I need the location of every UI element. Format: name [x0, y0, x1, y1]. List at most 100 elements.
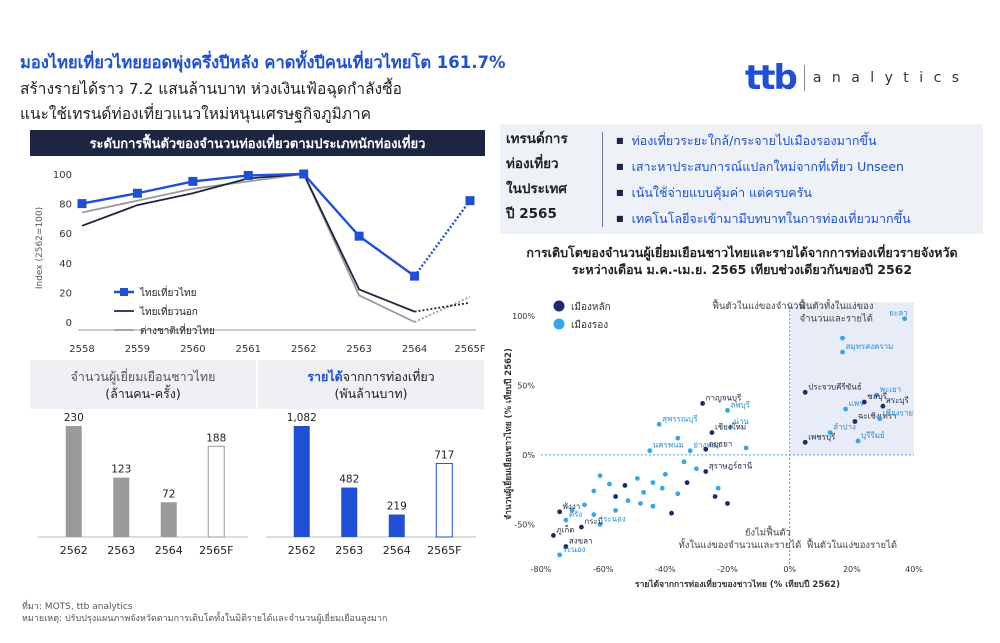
province-label: ลพบุรี — [731, 400, 751, 409]
revenue-panel-title: รายได้จากการท่องเที่ยว — [307, 368, 435, 384]
province-label: อยุธยา — [709, 439, 733, 448]
x-tick-label: 2565F — [454, 344, 485, 355]
province-label: สงขลา — [569, 537, 593, 546]
x-tick-label: -60% — [593, 565, 614, 574]
province-label: กาญจนบุรี — [706, 393, 742, 402]
trend-divider — [602, 132, 603, 227]
y-tick-label: 0% — [522, 451, 535, 460]
y-tick-label: 100 — [53, 170, 72, 181]
bar-value-label: 123 — [111, 464, 131, 476]
province-point — [597, 521, 603, 527]
province-point — [622, 483, 628, 488]
quadrant-label: ฟื้นตัวในแง่ของจำนวน — [712, 299, 806, 312]
legend-dot — [553, 318, 565, 330]
legend-marker — [120, 288, 128, 296]
province-point — [802, 439, 808, 445]
province-label: บุรีรีมย์ — [861, 430, 885, 440]
province-point — [675, 491, 681, 497]
province-point — [606, 481, 612, 487]
revenue-panel-unit: (พันล้านบาท) — [334, 385, 408, 401]
y-tick-label: 100% — [512, 312, 535, 321]
bar-category-label: 2564 — [155, 544, 183, 557]
province-point — [712, 494, 718, 499]
province-point — [725, 407, 730, 413]
province-point — [579, 524, 584, 530]
revenue-bar-chart: 1,082 2562 482 2563 219 2564 717 2565F — [266, 412, 476, 557]
legend-dot — [553, 300, 565, 312]
trend-item: ท่องเที่ยวระยะใกล้/กระจายไปเมืองรองมากขึ… — [616, 128, 911, 154]
bar-value-label: 188 — [206, 432, 226, 444]
province-point — [843, 406, 849, 412]
trend-label: เทรนด์การ ท่องเที่ยว ในประเทศ ปี 2565 — [506, 127, 598, 227]
bar — [435, 462, 453, 538]
x-tick-label: 0% — [783, 565, 796, 574]
province-label: นครพนม — [653, 441, 684, 450]
scatter-title: การเติบโตของจำนวนผู้เยี่ยมเยือนชาวไทยและ… — [497, 244, 987, 278]
province-point — [877, 416, 883, 422]
province-label: สมุทรสงคราม — [846, 342, 894, 351]
province-point — [902, 316, 908, 322]
ttb-analytics-logo: ttb a n a l y t i c s — [745, 58, 962, 98]
bar-value-label: 482 — [339, 474, 359, 486]
x-tick-label: 2561 — [236, 344, 261, 355]
province-label: สุพรรณบุรี — [662, 414, 698, 423]
province-scatter-chart: -50% 0% 50% 100% -80% -60% -40% -20% 0% 20% 40% ราย… — [501, 299, 923, 590]
revenue-panel-header: รายได้จากการท่องเที่ยว (พันล้านบาท) — [258, 360, 484, 409]
series-marker — [132, 188, 142, 198]
y-tick-label: -50% — [514, 520, 535, 529]
bar — [388, 514, 405, 537]
footnote: ที่มา: MOTS, ttb analytics หมายเหตุ: ปรั… — [22, 601, 387, 625]
province-point — [659, 485, 665, 491]
province-label: กระบี่ — [584, 515, 603, 526]
province-point — [613, 494, 618, 499]
bar — [160, 502, 177, 537]
province-point — [563, 544, 569, 549]
trend-list: ท่องเที่ยวระยะใกล้/กระจายไปเมืองรองมากขึ… — [616, 128, 911, 232]
province-point — [694, 466, 699, 472]
province-point — [687, 448, 693, 454]
bar-value-label: 219 — [387, 501, 407, 513]
province-point — [852, 419, 858, 424]
bar-value-label: 717 — [434, 449, 454, 461]
quadrant-label: ฟื้นตัวทั้งในแง่ของ — [799, 299, 874, 312]
province-point — [569, 508, 575, 513]
bar-category-label: 2562 — [288, 544, 316, 557]
series-marker — [465, 196, 475, 206]
visitors-bar-chart: 230 2562 123 2563 72 2564 188 2565F — [38, 412, 248, 557]
x-tick-label: 2560 — [180, 344, 205, 355]
province-point — [874, 392, 880, 398]
trend-item: เสาะหาประสบการณ์แปลกใหม่จากที่เที่ยว Uns… — [616, 154, 911, 180]
trend-label-line: ท่องเที่ยว — [506, 156, 559, 172]
x-tick-label: 40% — [905, 565, 923, 574]
province-point — [681, 459, 687, 465]
bar-category-label: 2562 — [60, 544, 88, 557]
province-point — [650, 480, 656, 486]
series-forecast-line — [413, 199, 471, 277]
province-point — [861, 399, 867, 405]
bar — [293, 426, 310, 537]
province-point — [715, 485, 721, 491]
trend-label-line: เทรนด์การ — [506, 131, 568, 147]
legend-label: เมืองรอง — [571, 319, 608, 331]
province-point — [551, 533, 556, 538]
series-marker — [243, 170, 253, 180]
source-note: ที่มา: MOTS, ttb analytics — [22, 602, 133, 612]
quadrant-label: ทั้งในแง่ของจำนวนและรายได้ — [679, 538, 802, 551]
province-point — [703, 469, 709, 474]
bar-value-label: 230 — [64, 412, 84, 424]
series-marker — [188, 176, 198, 186]
x-tick-label: 2563 — [346, 344, 371, 355]
series-marker — [354, 231, 364, 241]
series-forecast-line — [414, 301, 471, 313]
trend-item: เทคโนโลยีจะเข้ามามีบทบาทในการท่องเที่ยวม… — [616, 206, 911, 232]
series-marker — [299, 169, 309, 179]
province-point — [563, 517, 569, 523]
province-label: ระนอง — [603, 514, 626, 523]
y-tick-label: 50% — [517, 381, 535, 390]
x-axis-label: รายได้จากการท่องเที่ยวของชาวไทย (% เทียบ… — [635, 577, 840, 590]
province-point — [669, 510, 674, 516]
bar-value-label: 72 — [162, 488, 175, 500]
province-label: ตรัง — [569, 510, 582, 519]
bar — [65, 426, 82, 537]
headline: มองไทยเที่ยวไทยยอดพุ่งครึ่งปีหลัง คาดทั้… — [20, 53, 506, 72]
